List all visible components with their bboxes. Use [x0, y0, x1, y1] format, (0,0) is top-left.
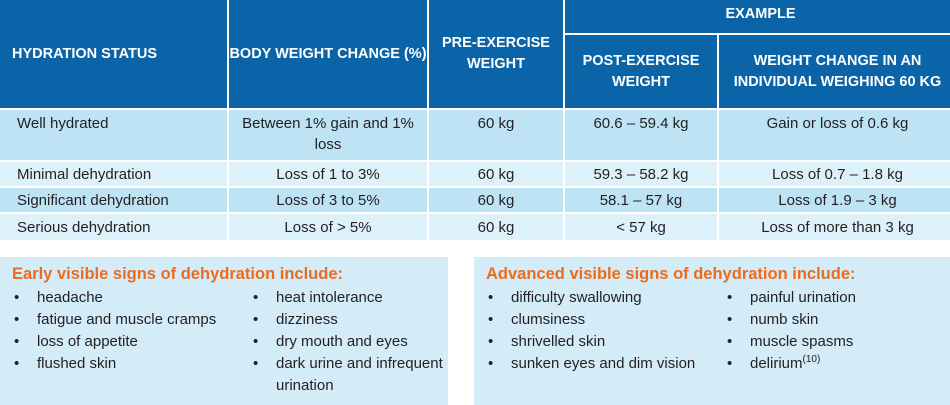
bullet-icon: • — [253, 289, 259, 306]
table-cell-pre-exercise-weight: 60 kg — [429, 162, 563, 186]
list-item: • headache — [12, 287, 242, 309]
table-cell-body-weight-change: Loss of 3 to 5% — [229, 188, 427, 212]
advanced-signs-list-1: • difficulty swallowing • clumsiness • shri… — [486, 287, 718, 375]
list-item-text: headache — [37, 289, 103, 306]
table-cell-post-exercise-weight: 59.3 – 58.2 kg — [565, 162, 717, 186]
list-item: • dizziness — [251, 309, 451, 331]
table-cell-status: Well hydrated — [0, 110, 227, 160]
list-item-text: flushed skin — [37, 355, 117, 372]
early-signs-box: Early visible signs of dehydration inclu… — [0, 257, 448, 405]
list-item-text: delirium — [750, 355, 803, 372]
table-cell-weight-change: Loss of more than 3 kg — [719, 214, 950, 240]
list-item-text: loss of appetite — [37, 333, 138, 350]
header-post-exercise-weight: POST-EXERCISE WEIGHT — [565, 35, 717, 108]
list-item-text: difficulty swallowing — [511, 289, 642, 306]
reference-superscript: (10) — [802, 354, 821, 365]
hydration-table: HYDRATION STATUS BODY WEIGHT CHANGE (%) … — [0, 0, 950, 242]
list-item: • difficulty swallowing — [486, 287, 718, 309]
list-item: • sunken eyes and dim vision — [486, 353, 718, 375]
list-item: • fatigue and muscle cramps — [12, 309, 242, 331]
early-signs-title: Early visible signs of dehydration inclu… — [12, 265, 343, 283]
list-item: • dry mouth and eyes — [251, 331, 451, 353]
bullet-icon: • — [727, 333, 733, 350]
list-item-text: sunken eyes and dim vision — [511, 355, 696, 372]
bullet-icon: • — [488, 289, 494, 306]
bullet-icon: • — [14, 311, 20, 328]
list-item: • loss of appetite — [12, 331, 242, 353]
table-cell-status: Significant dehydration — [0, 188, 227, 212]
bullet-icon: • — [727, 355, 733, 372]
table-cell-weight-change: Gain or loss of 0.6 kg — [719, 110, 950, 160]
bullet-icon: • — [488, 311, 494, 328]
table-cell-post-exercise-weight: < 57 kg — [565, 214, 717, 240]
list-item: • painful urination — [725, 287, 945, 309]
list-item-text: numb skin — [750, 311, 819, 328]
bullet-icon: • — [14, 355, 20, 372]
table-cell-post-exercise-weight: 60.6 – 59.4 kg — [565, 110, 717, 160]
list-item: • clumsiness — [486, 309, 718, 331]
table-cell-weight-change: Loss of 1.9 – 3 kg — [719, 188, 950, 212]
bullet-icon: • — [727, 311, 733, 328]
advanced-signs-box: Advanced visible signs of dehydration in… — [474, 257, 950, 405]
list-item-text: dry mouth and eyes — [276, 333, 408, 350]
table-cell-status: Minimal dehydration — [0, 162, 227, 186]
early-signs-list-2: • heat intolerance • dizziness • dry mouth … — [251, 287, 451, 397]
table-cell-post-exercise-weight: 58.1 – 57 kg — [565, 188, 717, 212]
bullet-icon: • — [14, 289, 20, 306]
bullet-icon: • — [488, 333, 494, 350]
list-item-text: dizziness — [276, 311, 338, 328]
list-item: • muscle spasms — [725, 331, 945, 353]
list-item: • heat intolerance — [251, 287, 451, 309]
list-item-text: dark urine and infrequent urination — [276, 355, 443, 394]
table-cell-pre-exercise-weight: 60 kg — [429, 188, 563, 212]
list-item-text: shrivelled skin — [511, 333, 606, 350]
bullet-icon: • — [14, 333, 20, 350]
table-cell-pre-exercise-weight: 60 kg — [429, 214, 563, 240]
advanced-signs-list-2: • painful urination • numb skin • muscle sp… — [725, 287, 945, 375]
bullet-icon: • — [253, 355, 259, 372]
early-signs-list-1: • headache • fatigue and muscle cramps • lo… — [12, 287, 242, 375]
list-item-text: fatigue and muscle cramps — [37, 311, 217, 328]
list-item-text: heat intolerance — [276, 289, 383, 306]
table-cell-pre-exercise-weight: 60 kg — [429, 110, 563, 160]
table-cell-body-weight-change: Between 1% gain and 1% loss — [229, 110, 427, 160]
header-weight-change-example: WEIGHT CHANGE IN AN INDIVIDUAL WEIGHING … — [719, 35, 950, 108]
list-item: • numb skin — [725, 309, 945, 331]
advanced-signs-title: Advanced visible signs of dehydration in… — [486, 265, 856, 283]
list-item: • delirium(10) — [725, 353, 945, 375]
bullet-icon: • — [253, 333, 259, 350]
table-cell-weight-change: Loss of 0.7 – 1.8 kg — [719, 162, 950, 186]
table-cell-body-weight-change: Loss of 1 to 3% — [229, 162, 427, 186]
table-cell-body-weight-change: Loss of > 5% — [229, 214, 427, 240]
bullet-icon: • — [488, 355, 494, 372]
list-item-text: painful urination — [750, 289, 856, 306]
list-item-text: muscle spasms — [750, 333, 854, 350]
header-pre-exercise-weight: PRE-EXERCISE WEIGHT — [429, 0, 563, 108]
list-item-text: clumsiness — [511, 311, 586, 328]
bullet-icon: • — [253, 311, 259, 328]
header-body-weight-change: BODY WEIGHT CHANGE (%) — [229, 0, 427, 108]
table-cell-status: Serious dehydration — [0, 214, 227, 240]
header-example: EXAMPLE — [565, 0, 950, 33]
list-item: • flushed skin — [12, 353, 242, 375]
header-hydration-status: HYDRATION STATUS — [0, 0, 227, 108]
bullet-icon: • — [727, 289, 733, 306]
list-item: • dark urine and infrequent urination — [251, 353, 451, 397]
list-item: • shrivelled skin — [486, 331, 718, 353]
